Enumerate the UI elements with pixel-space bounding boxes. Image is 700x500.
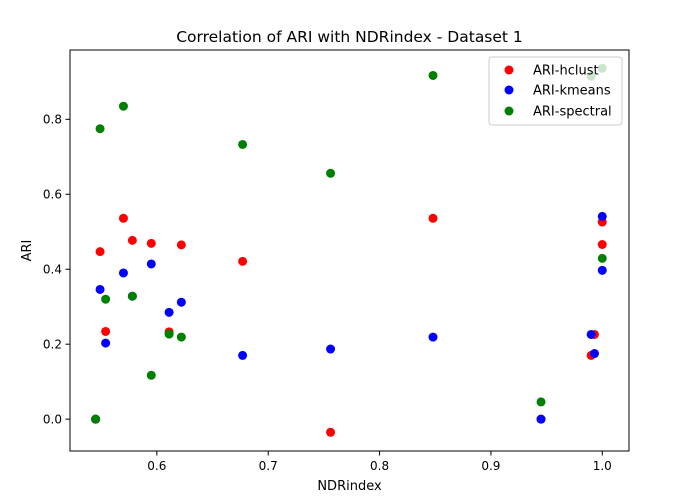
data-point-ari-hclust <box>176 240 186 250</box>
y-tick-label: 0.8 <box>43 113 62 127</box>
y-axis-label: ARI <box>20 240 35 262</box>
data-point-ari-spectral <box>176 332 186 342</box>
data-point-ari-kmeans <box>589 349 599 359</box>
y-tick-label: 0.6 <box>43 188 62 202</box>
data-point-ari-hclust <box>146 238 156 248</box>
data-point-ari-kmeans <box>597 211 607 221</box>
data-point-ari-hclust <box>101 326 111 336</box>
x-tick-label: 1.0 <box>593 459 612 473</box>
y-tick-label: 0.4 <box>43 263 62 277</box>
x-tick-label: 0.8 <box>370 459 389 473</box>
data-point-ari-spectral <box>127 291 137 301</box>
legend-marker-spectral <box>504 106 514 116</box>
data-point-ari-kmeans <box>176 297 186 307</box>
data-point-ari-spectral <box>597 253 607 263</box>
x-tick-label: 0.7 <box>259 459 278 473</box>
data-point-ari-kmeans <box>586 329 596 339</box>
data-point-ari-spectral <box>326 168 336 178</box>
data-point-ari-spectral <box>536 397 546 407</box>
legend-label-spectral: ARI-spectral <box>533 105 612 120</box>
x-axis-label: NDRindex <box>317 479 382 494</box>
y-tick-label: 0.2 <box>43 337 62 351</box>
data-point-ari-kmeans <box>95 284 105 294</box>
data-point-ari-kmeans <box>146 259 156 269</box>
data-point-ari-kmeans <box>326 344 336 354</box>
y-tick-label: 0.0 <box>43 412 62 426</box>
data-point-ari-kmeans <box>238 350 248 360</box>
data-point-ari-spectral <box>101 294 111 304</box>
chart-title: Correlation of ARI with NDRindex - Datas… <box>176 28 523 46</box>
data-point-ari-hclust <box>597 240 607 249</box>
data-point-ari-hclust <box>95 247 105 257</box>
data-point-ari-spectral <box>146 370 156 380</box>
data-point-ari-hclust <box>326 427 336 437</box>
x-tick-label: 0.6 <box>147 459 166 473</box>
data-point-ari-kmeans <box>597 265 607 275</box>
data-point-ari-hclust <box>127 235 137 245</box>
data-point-ari-hclust <box>118 213 128 223</box>
data-point-ari-spectral <box>118 101 128 111</box>
data-point-ari-hclust <box>238 256 248 266</box>
legend-marker-kmeans <box>504 85 514 95</box>
data-point-ari-kmeans <box>101 338 111 348</box>
legend: ARI-hclust ARI-kmeans ARI-spectral <box>488 56 623 126</box>
data-point-ari-spectral <box>91 414 101 424</box>
legend-box <box>488 56 623 126</box>
legend-label-hclust: ARI-hclust <box>533 64 599 79</box>
legend-label-kmeans: ARI-kmeans <box>533 84 611 99</box>
axis-ticks: 0.6 0.7 0.8 0.9 1.0 0.0 0.2 0.4 0.6 0.8 <box>43 113 612 473</box>
plot-frame <box>69 49 630 452</box>
data-point-ari-spectral <box>95 124 105 134</box>
data-point-ari-kmeans <box>164 307 174 317</box>
legend-marker-hclust <box>504 65 514 75</box>
data-point-ari-spectral <box>238 139 248 149</box>
data-point-ari-spectral <box>428 70 438 80</box>
x-tick-label: 0.9 <box>481 459 500 473</box>
data-point-ari-kmeans <box>118 268 128 278</box>
data-point-ari-kmeans <box>428 332 438 342</box>
data-point-ari-spectral <box>164 329 174 339</box>
data-point-ari-hclust <box>428 213 438 223</box>
data-point-ari-kmeans <box>536 414 546 424</box>
